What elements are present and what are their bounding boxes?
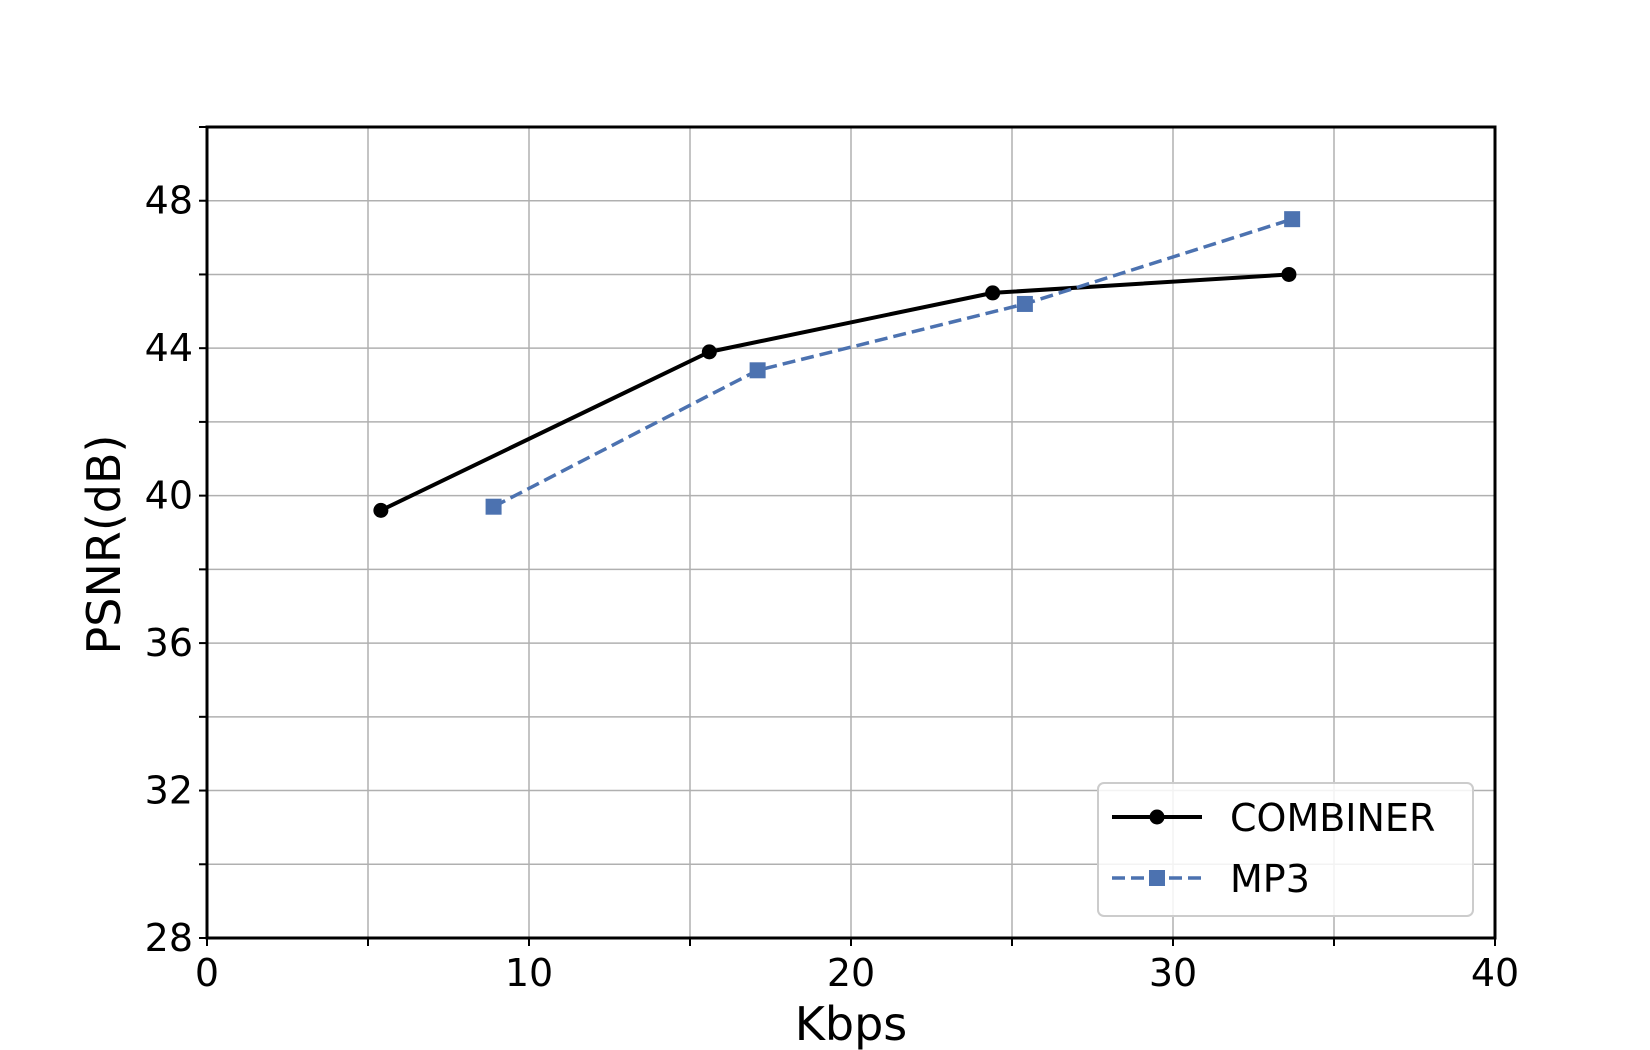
- legend-item-mp3: MP3: [1112, 857, 1310, 901]
- grid: [207, 127, 1495, 938]
- x-tick-label: 20: [827, 951, 875, 995]
- legend-marker-mp3: [1149, 870, 1165, 886]
- x-axis-title: Kbps: [795, 997, 908, 1050]
- y-tick-label: 40: [145, 474, 193, 518]
- data-point-combiner: [701, 344, 717, 360]
- y-tick-label: 28: [145, 916, 193, 960]
- legend-marker-combiner: [1149, 809, 1165, 825]
- x-tick-label: 40: [1471, 951, 1519, 995]
- x-tick-label: 10: [505, 951, 553, 995]
- series-line-combiner: [380, 272, 1290, 513]
- legend: COMBINER MP3: [1097, 782, 1474, 917]
- plot-series: [373, 211, 1301, 518]
- series-mp3: [485, 211, 1301, 515]
- legend-label-combiner: COMBINER: [1230, 796, 1435, 840]
- data-point-mp3: [1016, 295, 1033, 312]
- y-tick-label: 36: [145, 621, 193, 665]
- x-tick-label: 0: [195, 951, 219, 995]
- data-point-mp3: [1284, 211, 1301, 228]
- y-axis-title: PSNR(dB): [77, 435, 131, 655]
- series-combiner: [373, 266, 1297, 518]
- data-point-mp3: [485, 498, 502, 515]
- y-tick-label: 44: [145, 326, 193, 370]
- data-point-combiner: [373, 502, 389, 518]
- x-tick-label: 30: [1149, 951, 1197, 995]
- data-point-mp3: [749, 362, 766, 379]
- axis-ticks: 0 10 20 30 40 28 32 36 40 44 48: [145, 126, 1519, 995]
- legend-label-mp3: MP3: [1230, 857, 1310, 901]
- data-point-combiner: [985, 285, 1001, 301]
- legend-item-combiner: COMBINER: [1112, 796, 1435, 840]
- data-point-combiner: [1281, 266, 1297, 282]
- y-tick-label: 48: [145, 179, 193, 223]
- series-line-mp3: [492, 217, 1293, 509]
- y-tick-label: 32: [145, 769, 193, 813]
